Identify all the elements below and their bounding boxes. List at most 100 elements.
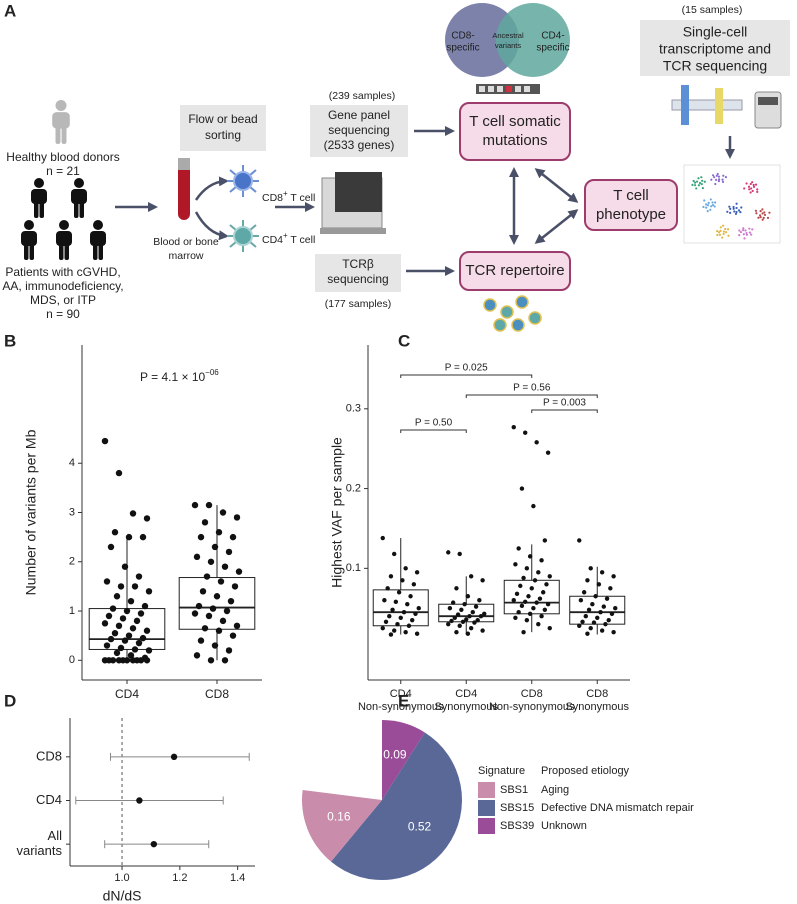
point [117, 583, 125, 590]
phenotype-label: T cell [613, 187, 649, 204]
slice-label: 0.16 [327, 809, 351, 823]
point [229, 533, 237, 541]
tsne-dot [716, 233, 719, 237]
point [211, 543, 219, 551]
tsne-dot [749, 191, 752, 194]
samples-label: (15 samples) [682, 4, 743, 16]
x-tick-label: Synonymous [434, 701, 498, 713]
point [121, 637, 129, 644]
tsne-dot [711, 201, 714, 204]
tsne-dot [751, 189, 754, 193]
point [219, 617, 227, 625]
comparison-bracket [465, 394, 598, 398]
point [231, 583, 239, 590]
tube-cap [178, 158, 190, 170]
venn-label: specific [536, 43, 569, 54]
tsne-dot [754, 183, 758, 186]
point [454, 586, 459, 591]
tsne-dot [718, 233, 722, 236]
donor-icon [52, 100, 70, 144]
point [388, 574, 394, 579]
tsne-dot [752, 185, 756, 189]
point [478, 613, 484, 619]
point [119, 615, 127, 622]
tsne-dot [704, 203, 708, 206]
point [464, 617, 469, 622]
point [516, 546, 521, 551]
tsne-dot [709, 208, 712, 211]
tsne-dot [745, 233, 749, 236]
tsne-dot [714, 182, 717, 186]
gene-panel-label: Gene panel [328, 108, 390, 122]
tsne-dot [721, 180, 725, 184]
tsne-dot [722, 174, 725, 177]
comparison-label: P = 0.50 [415, 418, 453, 429]
donors-n: n = 21 [46, 164, 80, 178]
point [385, 586, 390, 591]
legend-swatch [478, 800, 495, 816]
tsne-dot [756, 188, 759, 191]
point [606, 617, 611, 623]
point [583, 613, 588, 619]
venn-label: Ancestral [492, 31, 524, 40]
tcr-cells-icon [483, 295, 542, 332]
panel-label: E [398, 691, 409, 710]
point [205, 612, 213, 620]
pie-slice [302, 789, 382, 862]
point [410, 617, 415, 623]
tsne-dot [748, 188, 751, 191]
point [577, 623, 582, 628]
x-tick-label: 1.2 [172, 872, 187, 884]
comparison-label: P = 0.003 [543, 398, 586, 409]
cell-sup: + [283, 189, 288, 198]
tsne-dot [735, 202, 738, 205]
point [217, 578, 225, 585]
tsne-dot [761, 218, 764, 221]
sequencer [320, 172, 386, 234]
point [534, 440, 539, 445]
tsne-dot [739, 230, 743, 234]
sample-label: Blood or bone [153, 236, 219, 248]
point [125, 533, 133, 541]
tsne-dot [738, 229, 741, 232]
point [191, 501, 199, 509]
x-tick-label: 1.4 [230, 872, 245, 884]
y-tick-label: 1 [69, 605, 75, 617]
cd4-cell [227, 220, 259, 252]
point [113, 593, 121, 600]
point [388, 632, 394, 637]
tsne-dot [739, 211, 742, 214]
y-tick-label: 3 [69, 506, 75, 518]
point [472, 620, 477, 625]
point [109, 605, 117, 612]
point [129, 657, 137, 664]
tsne-dot [706, 210, 709, 213]
legend-etiology: Aging [541, 784, 569, 796]
point [139, 634, 147, 642]
point [129, 625, 137, 632]
point [143, 657, 151, 664]
comparison-label: P = 0.025 [445, 363, 488, 374]
point [447, 606, 453, 611]
cell-rest: T cell [288, 192, 316, 204]
gene-panel-label: sequencing [328, 123, 389, 137]
tcr-cell [511, 318, 525, 332]
tsne-dot [713, 205, 716, 208]
tcr-seq-label: TCRβ [342, 257, 374, 271]
point [143, 515, 151, 522]
point [527, 554, 533, 559]
tsne-dot [707, 201, 710, 204]
point [585, 578, 590, 583]
point [468, 625, 474, 631]
point [390, 607, 395, 613]
tsne-dot [727, 234, 730, 237]
legend-title: Proposed etiology [541, 765, 630, 777]
point [145, 647, 153, 654]
single-cell-box [640, 20, 790, 76]
tsne-dot [734, 212, 738, 216]
tsne-dot [744, 229, 747, 232]
x-tick-label: CD4 [390, 688, 412, 700]
tsne-dot [763, 211, 766, 214]
point [613, 606, 618, 611]
tsne-dot [732, 207, 735, 210]
